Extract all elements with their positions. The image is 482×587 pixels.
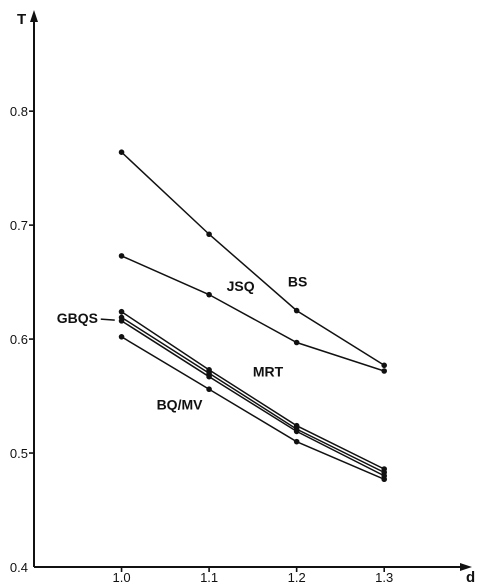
- data-point: [206, 386, 212, 393]
- x-axis-title: d: [466, 569, 475, 586]
- ticks: 0.4 0.5 0.6 0.7 0.8 1.0 1.1 1.2 1.3: [10, 104, 393, 585]
- data-point: [293, 339, 300, 346]
- data-point: [206, 231, 212, 238]
- series-label: BQ/MV: [157, 397, 204, 413]
- series-bq-mv: [118, 334, 388, 483]
- y-tick-label: 0.8: [10, 104, 28, 119]
- series-label: MRT: [253, 364, 284, 380]
- series-group: [118, 149, 388, 483]
- y-axis-title: T: [17, 11, 26, 28]
- series-label: GBQS: [57, 310, 98, 326]
- series-labels: BS JSQ GBQS MRT BQ/MV: [57, 274, 308, 413]
- x-tick-label: 1.2: [288, 570, 306, 585]
- series-line: [121, 320, 385, 477]
- series-label: BS: [288, 274, 307, 290]
- data-point: [381, 476, 388, 483]
- series-line: [121, 316, 385, 474]
- data-point: [293, 428, 300, 435]
- data-point: [381, 362, 388, 369]
- data-point: [206, 291, 212, 298]
- series-mrt: [118, 318, 388, 479]
- data-point: [293, 438, 300, 445]
- x-tick-label: 1.1: [200, 570, 218, 585]
- x-tick-label: 1.3: [375, 570, 393, 585]
- data-point: [118, 334, 125, 340]
- series-line: [121, 311, 385, 470]
- series-line: [121, 336, 385, 480]
- data-point: [206, 373, 212, 380]
- data-point: [118, 149, 125, 155]
- y-tick-label: 0.6: [10, 332, 28, 347]
- data-point: [118, 308, 125, 315]
- y-tick-label: 0.4: [10, 560, 28, 575]
- y-tick-label: 0.5: [10, 446, 28, 461]
- axes: T d: [17, 10, 475, 586]
- series-label: JSQ: [227, 278, 255, 294]
- series-jsq: [118, 253, 388, 374]
- data-point: [381, 368, 388, 374]
- y-tick-label: 0.7: [10, 218, 28, 233]
- x-axis-arrow: [460, 563, 472, 571]
- data-point: [118, 318, 125, 324]
- series-bs: [118, 149, 388, 369]
- y-axis-arrow: [30, 10, 38, 22]
- gbqs-pointer: [100, 318, 115, 321]
- series-line: [121, 151, 385, 366]
- series-line: [121, 255, 385, 372]
- x-tick-label: 1.0: [113, 570, 131, 585]
- series-gbqs: [118, 308, 388, 472]
- data-point: [118, 253, 125, 259]
- data-point: [293, 307, 300, 314]
